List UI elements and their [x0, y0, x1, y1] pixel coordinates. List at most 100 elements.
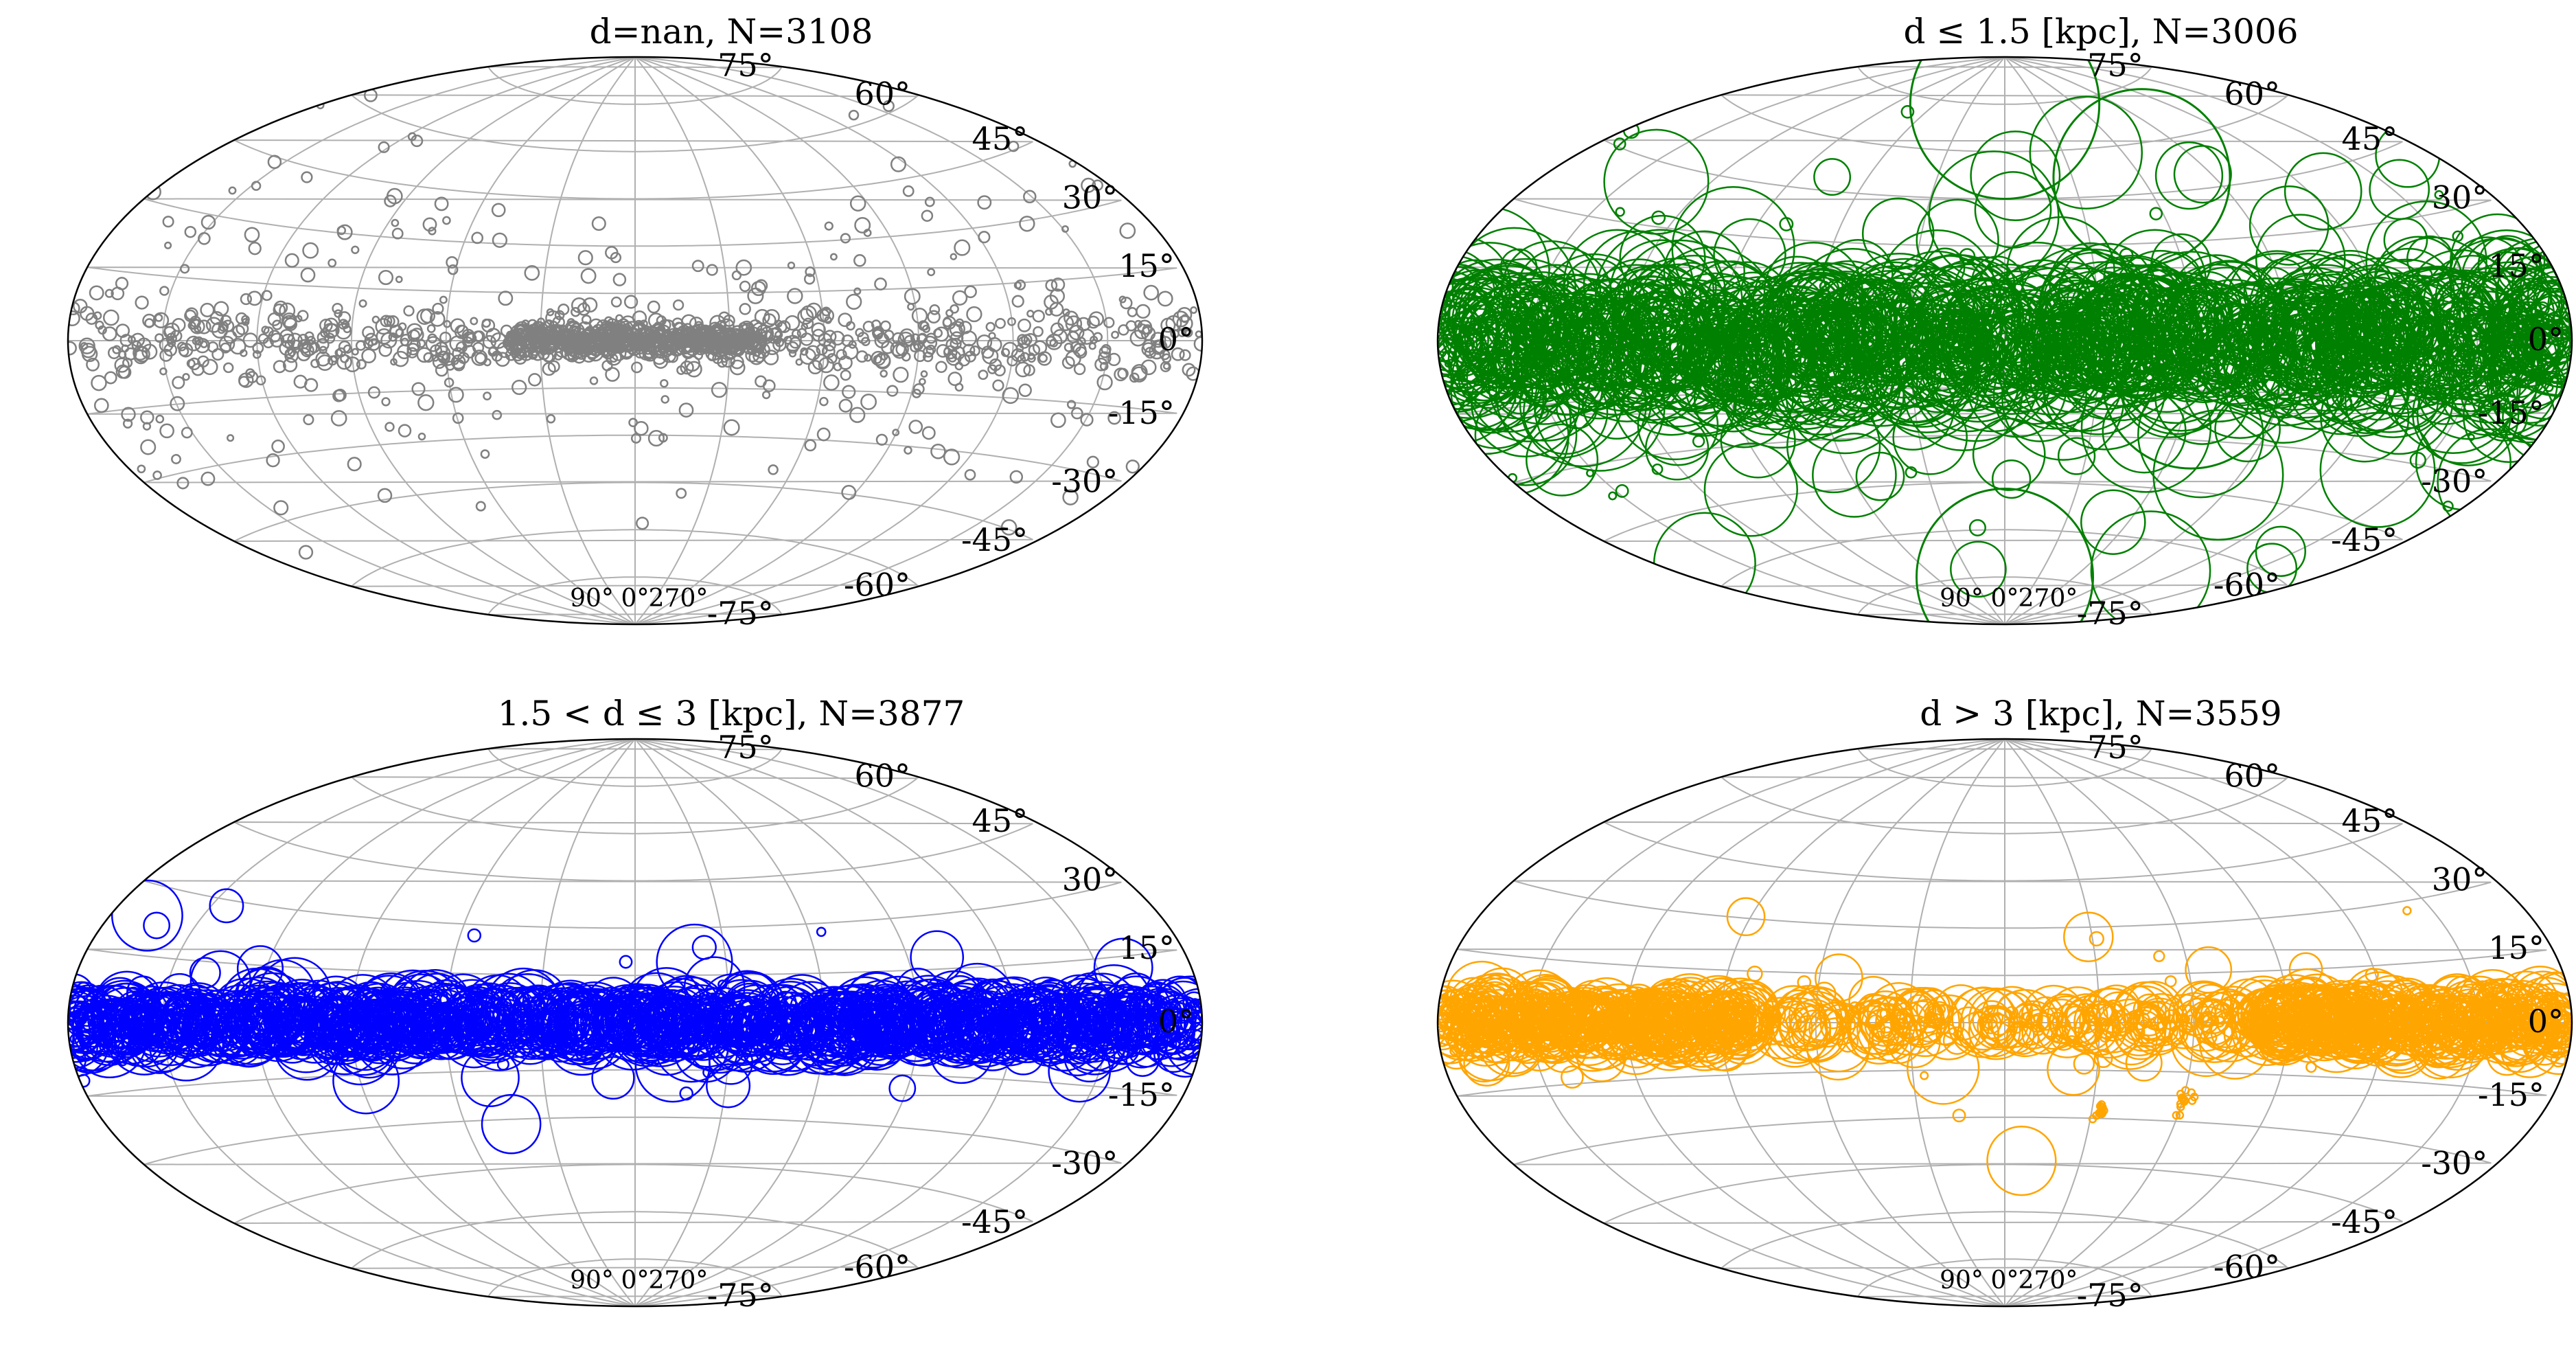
data-point — [154, 333, 164, 343]
data-point — [395, 275, 403, 284]
data-point — [1070, 341, 1081, 352]
data-point — [604, 336, 619, 350]
data-point — [2402, 906, 2412, 916]
data-point — [848, 109, 860, 121]
data-point — [1770, 322, 1780, 332]
data-point — [2442, 500, 2454, 512]
data-point — [755, 375, 767, 388]
latitude-tick-label: -60° — [844, 567, 910, 604]
data-point — [2054, 332, 2108, 386]
data-point — [2129, 346, 2144, 361]
data-point — [315, 351, 331, 367]
data-point — [1950, 541, 2007, 598]
data-point — [1953, 348, 1964, 359]
data-point — [189, 957, 221, 989]
data-point-large — [2052, 88, 2231, 267]
data-point — [787, 261, 796, 270]
data-point — [338, 319, 349, 330]
data-point — [542, 362, 556, 376]
data-point — [927, 310, 941, 324]
data-point — [211, 348, 225, 361]
data-point — [443, 320, 451, 328]
data-point — [73, 298, 88, 314]
data-point — [428, 227, 437, 236]
data-point — [301, 339, 318, 356]
markers — [1438, 897, 2572, 1196]
data-point — [1610, 344, 1677, 411]
data-point — [508, 335, 526, 352]
data-point — [2332, 315, 2455, 438]
data-point — [1118, 295, 1127, 304]
data-point — [2502, 275, 2572, 373]
data-point — [1165, 315, 1182, 332]
latitude-tick-label: 30° — [1062, 179, 1118, 216]
latitude-tick-label: -75° — [707, 595, 774, 632]
data-point — [755, 279, 768, 293]
data-point — [322, 322, 339, 339]
data-point — [426, 324, 436, 333]
data-point — [228, 186, 237, 195]
latitude-tick-label: 0° — [1158, 1003, 1194, 1040]
data-point — [447, 264, 459, 275]
data-point — [580, 268, 597, 284]
longitude-tick-label: 90° — [570, 1266, 614, 1295]
data-point — [836, 349, 847, 361]
data-point — [978, 231, 991, 244]
data-point — [927, 268, 936, 277]
data-point — [462, 337, 474, 348]
data-point — [2147, 317, 2163, 334]
data-point — [364, 332, 378, 347]
data-point — [1666, 336, 1745, 414]
data-point — [897, 331, 914, 348]
data-point — [631, 361, 643, 374]
latitude-line — [351, 776, 919, 834]
data-point — [330, 410, 347, 427]
data-point — [1086, 455, 1100, 468]
data-point — [537, 317, 545, 326]
data-point — [584, 342, 601, 359]
data-point — [91, 374, 107, 391]
data-point — [448, 387, 464, 403]
data-point — [884, 330, 895, 341]
data-point — [167, 338, 176, 348]
latitude-line — [1721, 1211, 2289, 1269]
data-point — [761, 390, 771, 400]
data-point — [886, 385, 899, 397]
data-point — [452, 347, 465, 360]
data-point — [1009, 470, 1024, 484]
data-point — [2365, 201, 2487, 323]
data-point — [1545, 374, 1554, 382]
data-point — [1050, 277, 1066, 292]
data-point — [400, 334, 413, 347]
longitude-tick-label: 0° — [1991, 584, 2019, 613]
data-point — [2163, 303, 2231, 371]
data-point — [1176, 315, 1193, 332]
data-point — [2154, 141, 2224, 210]
data-point — [511, 328, 526, 343]
data-point — [267, 312, 281, 326]
longitude-line — [2004, 56, 2479, 625]
data-point — [398, 322, 407, 331]
data-point — [566, 321, 581, 337]
data-point — [1968, 519, 1986, 536]
data-point — [392, 350, 409, 367]
data-point — [1986, 313, 2053, 380]
data-point — [162, 216, 174, 228]
data-point — [603, 350, 613, 360]
data-point — [185, 307, 198, 321]
data-point — [993, 364, 1006, 377]
data-point — [111, 879, 183, 952]
data-point — [435, 363, 448, 377]
data-point — [121, 344, 130, 353]
data-point — [601, 339, 614, 350]
data-point — [122, 418, 133, 429]
data-point — [2075, 302, 2161, 389]
data-point — [706, 264, 718, 276]
data-point — [582, 297, 598, 313]
data-point — [912, 383, 925, 395]
data-point — [2149, 207, 2163, 220]
data-point — [457, 324, 469, 337]
data-point — [684, 329, 701, 346]
data-point — [81, 345, 98, 363]
data-point — [271, 440, 285, 453]
